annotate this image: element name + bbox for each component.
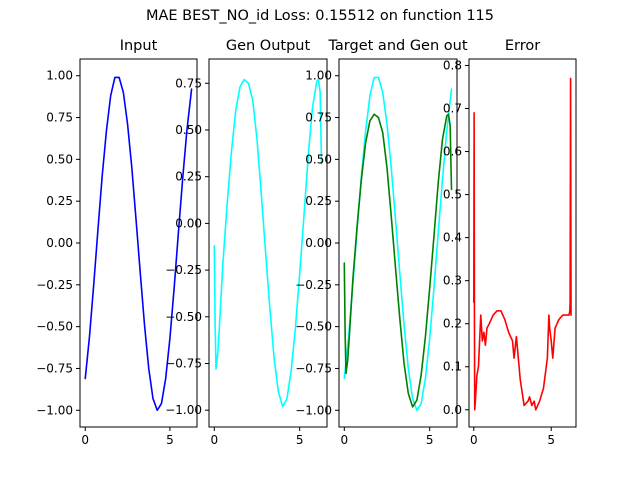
y-tick-label-2-6: 0.25 [175,170,202,184]
y-tick-label-3-8: 0.75 [305,111,332,125]
y-tick-label-3-6: 0.25 [305,194,332,208]
y-tick-label-2-4: −0.25 [165,263,202,277]
y-tick-label-1-9: 1.00 [46,69,73,83]
x-tick-label-3-2: 5 [426,433,434,447]
subplot-title-3: Target and Gen out [327,38,467,54]
y-tick-label-3-9: 1.00 [305,69,332,83]
y-tick-label-1-4: −0.25 [36,278,73,292]
y-tick-label-2-1: −1.00 [165,403,202,417]
y-tick-label-3-4: −0.25 [295,278,332,292]
x-tick-label-1-1: 0 [81,433,89,447]
subplot-1: Input 0 5 −1.00 −0.75 −0.50 −0.25 0.00 0.25 0.50 0… [36,38,198,447]
subplot-3: Target and Gen out 0 5 −1.00 −0.75 −0.50 −0.25… [295,38,468,447]
x-tick-label-4-2: 5 [547,433,555,447]
y-tick-label-2-2: −0.75 [165,356,202,370]
y-tick-label-4-2: 0.1 [443,360,462,374]
y-tick-label-4-5: 0.4 [443,231,462,245]
y-tick-label-4-4: 0.3 [443,274,462,288]
y-tick-label-1-1: −1.00 [36,403,73,417]
subplot-2: Gen Output 0 5 −1.00 −0.75 −0.50 −0.25 0.00 0.25… [165,38,328,447]
x-tick-label-4-1: 0 [470,433,478,447]
axes-frame-2 [208,58,328,428]
series-line-1-1 [84,76,193,412]
y-tick-label-1-8: 0.75 [46,111,73,125]
subplot-title-1: Input [120,38,158,54]
x-tick-label-3-1: 0 [340,433,348,447]
y-tick-label-4-6: 0.5 [443,188,462,202]
x-tick-label-1-2: 5 [166,433,174,447]
y-tick-label-1-7: 0.50 [46,152,73,166]
subplot-4: Error 0 5 0.0 0.1 0.2 0.3 0.4 0.5 0.6 0.7 0.8 [443,38,577,447]
axes-frame-4 [468,58,577,428]
subplot-title-2: Gen Output [226,38,311,54]
y-tick-label-1-6: 0.25 [46,194,73,208]
y-tick-label-4-3: 0.2 [443,317,462,331]
series-line-4-1 [473,77,572,411]
y-tick-label-3-2: −0.75 [295,361,332,375]
x-tick-label-2-2: 5 [296,433,304,447]
y-tick-label-3-1: −1.00 [295,403,332,417]
x-tick-label-2-1: 0 [210,433,218,447]
y-tick-label-2-7: 0.50 [175,123,202,137]
series-line-3-1 [343,76,453,412]
figure-suptitle: MAE BEST_NO_id Loss: 0.15512 on function… [145,8,495,24]
y-tick-label-4-7: 0.6 [443,145,462,159]
y-tick-label-3-3: −0.50 [295,320,332,334]
y-tick-label-3-5: 0.00 [305,236,332,250]
y-tick-label-1-5: 0.00 [46,236,73,250]
y-tick-label-4-1: 0.0 [443,403,462,417]
y-tick-label-3-7: 0.50 [305,152,332,166]
y-tick-label-1-3: −0.50 [36,320,73,334]
y-tick-label-2-8: 0.75 [175,76,202,90]
y-tick-label-4-8: 0.7 [443,101,462,115]
y-tick-label-2-3: −0.50 [165,310,202,324]
series-line-3-2 [343,113,453,408]
y-tick-label-4-9: 0.8 [443,58,462,72]
subplot-title-4: Error [505,38,540,54]
y-tick-label-1-2: −0.75 [36,361,73,375]
series-line-2-1 [213,78,323,408]
y-tick-label-2-5: 0.00 [175,216,202,230]
